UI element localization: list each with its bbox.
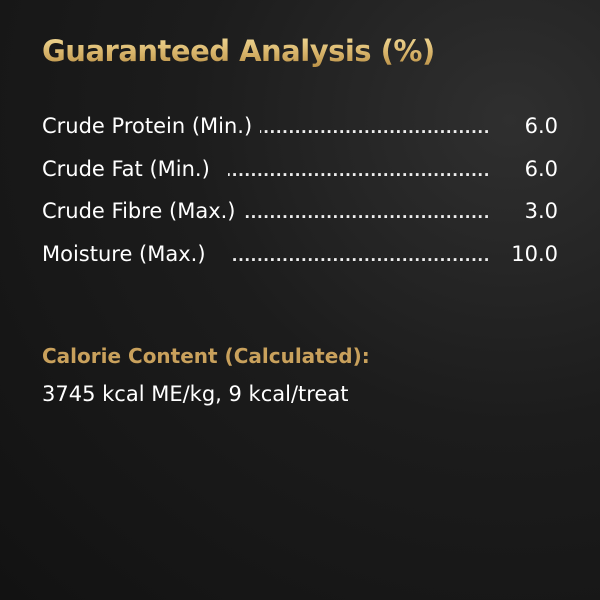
dot-leader: ........................................… bbox=[228, 161, 490, 180]
dot-leader: ........................................… bbox=[260, 119, 490, 137]
row-label: Crude Fat (Min.) bbox=[42, 156, 210, 181]
dot-leader: ........................................… bbox=[244, 204, 490, 222]
table-row: Moisture (Max.) ........................… bbox=[42, 242, 558, 285]
table-row: Crude Fat (Min.) .......................… bbox=[42, 157, 558, 200]
dot-leader: ........................................… bbox=[230, 246, 490, 265]
row-value: 3.0 bbox=[524, 199, 558, 223]
row-label: Crude Fibre (Max.) bbox=[42, 199, 236, 223]
calorie-text: 3745 kcal ME/kg, 9 kcal/treat bbox=[42, 382, 349, 406]
row-label: Moisture (Max.) bbox=[42, 241, 206, 266]
row-value: 6.0 bbox=[524, 156, 558, 181]
row-value: 10.0 bbox=[511, 241, 558, 266]
row-label: Crude Protein (Min.) bbox=[42, 114, 253, 138]
table-row: Crude Fibre (Max.) .....................… bbox=[42, 199, 558, 242]
table-row: Crude Protein (Min.) ...................… bbox=[42, 114, 558, 157]
page-title: Guaranteed Analysis (%) bbox=[42, 34, 435, 68]
analysis-table: Crude Protein (Min.) ...................… bbox=[42, 114, 558, 284]
calorie-heading: Calorie Content (Calculated): bbox=[42, 344, 370, 368]
row-value: 6.0 bbox=[524, 114, 558, 138]
